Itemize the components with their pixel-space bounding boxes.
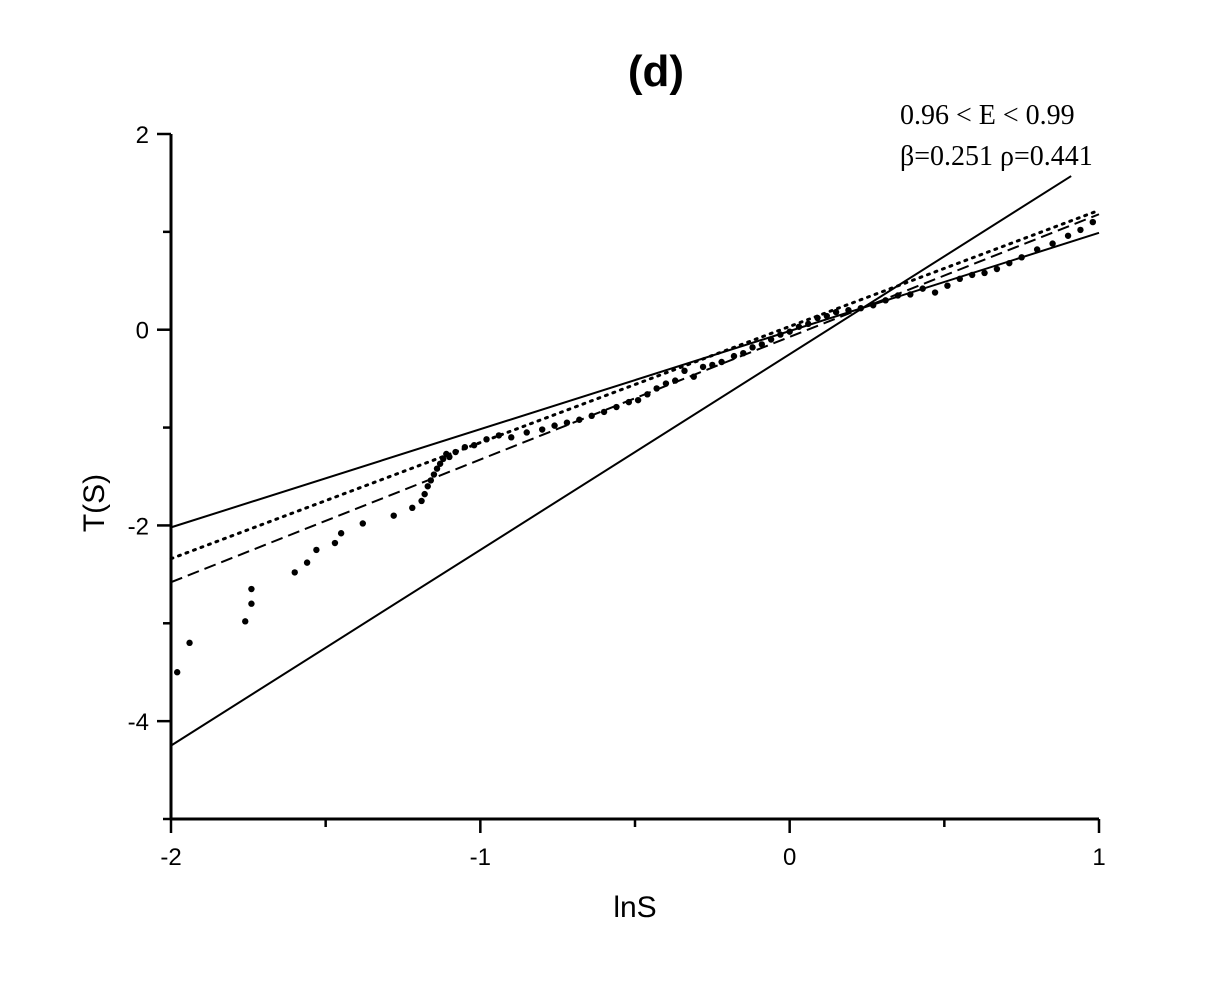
- data-point: [424, 483, 431, 490]
- y-tick-label: 2: [136, 122, 149, 149]
- data-point: [1064, 232, 1072, 239]
- data-point: [409, 504, 416, 512]
- data-point: [749, 344, 756, 351]
- annotation-beta-rho: β=0.251 ρ=0.441: [900, 141, 1093, 172]
- data-point: [1006, 259, 1013, 267]
- x-axis-label: lnS: [613, 891, 656, 924]
- annotation-e-range: 0.96 < E < 0.99: [900, 100, 1075, 131]
- data-point: [248, 585, 255, 593]
- data-point: [823, 312, 830, 320]
- data-point: [303, 559, 311, 566]
- data-point: [882, 297, 889, 304]
- solid-line: [170, 231, 1100, 529]
- x-tick-label: -1: [470, 844, 491, 871]
- data-point: [795, 323, 803, 330]
- data-point: [313, 546, 320, 554]
- data-point: [634, 396, 642, 404]
- x-tick-label: 1: [1092, 844, 1105, 871]
- data-point: [508, 434, 515, 441]
- data-point: [186, 639, 193, 647]
- data-point: [613, 403, 620, 411]
- data-point: [758, 341, 766, 348]
- data-point: [919, 285, 926, 292]
- x-tick-label: 0: [783, 844, 796, 871]
- data-point: [1018, 254, 1025, 261]
- data-point: [427, 477, 435, 484]
- data-point: [1049, 240, 1056, 247]
- data-point: [600, 408, 608, 416]
- data-point: [436, 460, 444, 467]
- data-point: [495, 432, 503, 439]
- data-point: [699, 363, 707, 371]
- data-point: [767, 336, 775, 343]
- data-point: [483, 436, 490, 443]
- data-point: [944, 282, 951, 289]
- data-point: [894, 292, 902, 299]
- data-point: [390, 512, 397, 519]
- data-point: [173, 669, 181, 676]
- data-point: [968, 271, 976, 279]
- data-point: [523, 429, 530, 436]
- data-point: [418, 497, 425, 505]
- data-point: [672, 377, 679, 384]
- data-point: [709, 361, 716, 369]
- data-point: [1089, 218, 1097, 226]
- data-point: [576, 416, 583, 423]
- data-point: [461, 443, 469, 451]
- data-point: [740, 350, 747, 357]
- dotted-line: [169, 208, 1101, 561]
- data-point: [931, 289, 939, 296]
- data-point: [956, 275, 963, 283]
- data-point: [805, 320, 812, 328]
- data-point: [337, 530, 345, 537]
- x-tick-label: -2: [160, 844, 181, 871]
- dashed-line: [170, 213, 1100, 584]
- data-point: [907, 291, 914, 298]
- data-point: [857, 304, 865, 312]
- data-point: [832, 308, 840, 316]
- data-point: [331, 539, 339, 547]
- y-tick-label: -4: [128, 709, 149, 736]
- data-point: [653, 385, 660, 392]
- data-point: [777, 331, 784, 338]
- data-point: [440, 455, 447, 463]
- data-point: [981, 269, 988, 277]
- data-point: [644, 391, 651, 398]
- data-point: [563, 419, 571, 426]
- data-point: [539, 426, 546, 433]
- data-point: [681, 367, 688, 375]
- y-tick-label: 0: [136, 318, 149, 345]
- data-point: [845, 306, 852, 314]
- data-point: [242, 618, 249, 625]
- data-point: [588, 412, 595, 420]
- data-point: [452, 448, 459, 456]
- data-point: [662, 380, 670, 387]
- data-point: [718, 358, 725, 366]
- data-point: [814, 314, 821, 322]
- data-point: [291, 569, 298, 576]
- data-point: [421, 490, 428, 498]
- data-point: [470, 441, 478, 449]
- data-point: [690, 373, 697, 380]
- data-point: [551, 422, 558, 429]
- data-point: [730, 352, 738, 360]
- data-point: [430, 471, 438, 478]
- solid-line: [170, 175, 1072, 747]
- data-point: [869, 302, 877, 309]
- data-point: [248, 600, 255, 607]
- data-point: [359, 520, 366, 527]
- chart-title: (d): [628, 47, 684, 96]
- y-axis-label: T(S): [78, 474, 111, 532]
- data-point: [1077, 226, 1084, 234]
- plot-area: -2 -1 0 1 2 0 -2 -4: [128, 122, 1106, 871]
- data-point: [625, 398, 633, 406]
- data-point: [786, 328, 793, 335]
- data-point: [993, 265, 1001, 273]
- data-point: [433, 465, 441, 472]
- data-point: [446, 453, 453, 461]
- y-tick-label: -2: [128, 513, 149, 540]
- data-point: [1033, 246, 1041, 253]
